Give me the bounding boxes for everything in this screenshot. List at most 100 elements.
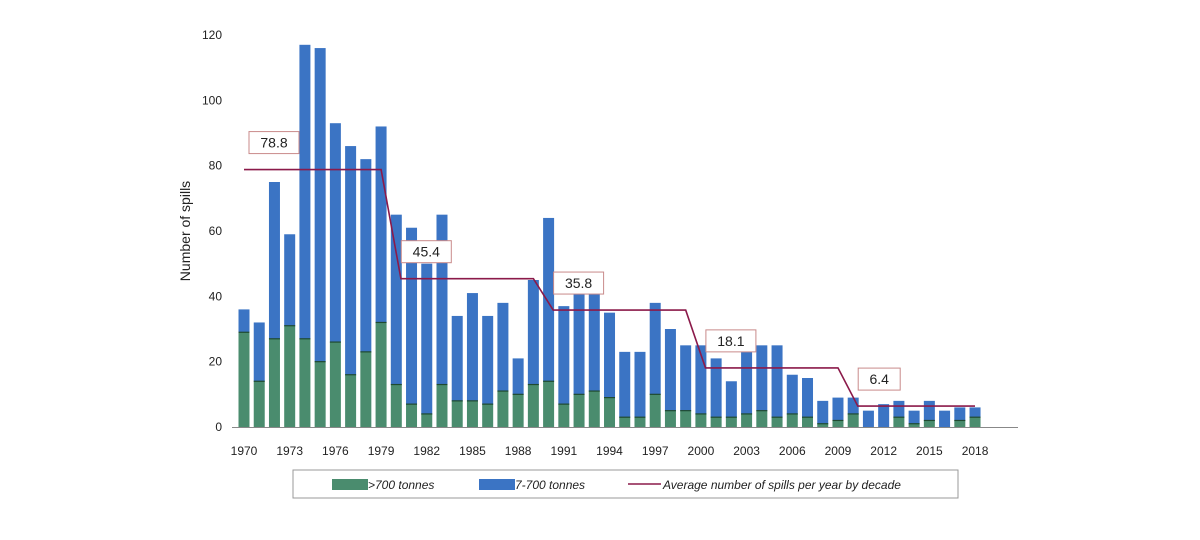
- x-tick-label: 1982: [413, 444, 440, 458]
- x-tick-label: 1976: [322, 444, 349, 458]
- bar-7-700-tonnes: [436, 214, 448, 385]
- bar-7-700-tonnes: [573, 293, 585, 395]
- bar-stack-1986: [482, 315, 494, 427]
- bar-stack-2011: [862, 410, 874, 427]
- legend-item: Average number of spills per year by dec…: [628, 478, 901, 492]
- bar-7-700-tonnes: [893, 400, 905, 418]
- bar-over-700-tonnes: [421, 413, 433, 427]
- bar-7-700-tonnes: [329, 123, 341, 343]
- bar-7-700-tonnes: [862, 410, 874, 427]
- x-axis: 1970 1973 1976 1979 1982 1985 1988 1991 1994 1997…: [231, 444, 989, 458]
- bar-7-700-tonnes: [466, 293, 478, 401]
- bar-stack-1998: [664, 329, 676, 427]
- x-tick-label: 2003: [733, 444, 760, 458]
- bar-7-700-tonnes: [268, 182, 280, 339]
- bar-over-700-tonnes: [360, 351, 372, 427]
- bar-over-700-tonnes: [268, 338, 280, 427]
- bar-stack-1982: [421, 263, 433, 427]
- bar-stack-2000: [695, 345, 707, 427]
- bar-stack-1984: [451, 315, 463, 427]
- bar-stack-2017: [954, 407, 966, 427]
- bar-7-700-tonnes: [756, 345, 768, 411]
- y-axis: 0 20 40 60 80 100 120: [202, 28, 222, 434]
- bar-7-700-tonnes: [634, 351, 646, 418]
- average-label-box: [400, 240, 452, 264]
- bar-over-700-tonnes: [345, 374, 357, 427]
- bar-stack-2010: [847, 397, 859, 427]
- average-label-35.8: 35.8: [553, 271, 605, 295]
- bar-over-700-tonnes: [604, 397, 616, 427]
- bar-7-700-tonnes: [512, 358, 524, 395]
- bar-stack-2018: [969, 407, 981, 427]
- x-tick-label: 2015: [916, 444, 943, 458]
- bar-stack-2009: [832, 397, 844, 427]
- bar-7-700-tonnes: [360, 159, 372, 352]
- bar-stack-1975: [314, 48, 326, 427]
- bar-over-700-tonnes: [969, 417, 981, 427]
- bar-stack-1974: [299, 44, 311, 427]
- x-tick-label: 2000: [688, 444, 715, 458]
- x-tick-label: 2009: [825, 444, 852, 458]
- x-tick-label: 1979: [368, 444, 395, 458]
- bar-stack-1996: [634, 351, 646, 427]
- bar-over-700-tonnes: [634, 417, 646, 427]
- bar-over-700-tonnes: [436, 384, 448, 427]
- bar-7-700-tonnes: [939, 410, 951, 427]
- bar-7-700-tonnes: [284, 234, 296, 326]
- bar-over-700-tonnes: [390, 384, 402, 427]
- bar-over-700-tonnes: [527, 384, 539, 427]
- legend: >700 tonnes 7-700 tonnes Average number of…: [292, 469, 959, 499]
- decade-average-labels: 78.8 45.4 35.8 18.1 6.4: [248, 131, 901, 391]
- bar-over-700-tonnes: [558, 404, 570, 427]
- bar-7-700-tonnes: [725, 381, 737, 418]
- y-tick-label: 100: [202, 93, 222, 107]
- bar-over-700-tonnes: [512, 394, 524, 427]
- average-label-45.4: 45.4: [400, 240, 452, 264]
- y-tick-label: 40: [209, 289, 223, 303]
- x-tick-label: 2012: [870, 444, 897, 458]
- x-tick-label: 1988: [505, 444, 532, 458]
- y-tick-label: 120: [202, 28, 222, 42]
- bar-7-700-tonnes: [923, 400, 935, 421]
- bar-over-700-tonnes: [466, 400, 478, 427]
- decade-average-polyline: [244, 168, 975, 407]
- bar-over-700-tonnes: [802, 417, 814, 427]
- bar-7-700-tonnes: [406, 227, 418, 405]
- bar-stack-2015: [923, 400, 935, 427]
- bar-7-700-tonnes: [710, 358, 722, 418]
- bar-7-700-tonnes: [619, 351, 631, 418]
- bar-over-700-tonnes: [649, 394, 661, 427]
- bar-over-700-tonnes: [253, 381, 265, 427]
- average-label-6.4: 6.4: [857, 367, 901, 391]
- y-tick-label: 80: [209, 159, 223, 173]
- bar-stack-2002: [725, 381, 737, 427]
- bar-7-700-tonnes: [238, 309, 250, 333]
- average-label-text: 18.1: [717, 333, 744, 349]
- x-tick-label: 1991: [550, 444, 577, 458]
- decade-average-line: [244, 168, 975, 407]
- y-tick-label: 0: [215, 420, 222, 434]
- bar-7-700-tonnes: [847, 397, 859, 414]
- bar-stack-2007: [802, 378, 814, 427]
- bar-7-700-tonnes: [771, 345, 783, 418]
- bar-over-700-tonnes: [314, 361, 326, 427]
- average-label-text: 45.4: [413, 244, 440, 260]
- y-tick-label: 60: [209, 224, 223, 238]
- bar-stack-2012: [878, 404, 890, 427]
- bar-7-700-tonnes: [527, 280, 539, 385]
- bar-over-700-tonnes: [619, 417, 631, 427]
- bar-over-700-tonnes: [756, 410, 768, 427]
- average-label-box: [553, 271, 605, 295]
- bar-over-700-tonnes: [299, 338, 311, 427]
- bar-over-700-tonnes: [741, 413, 753, 427]
- y-axis-label: Number of spills: [177, 181, 193, 281]
- average-label-box: [705, 329, 757, 353]
- bar-stack-1997: [649, 302, 661, 427]
- bar-stack-1985: [466, 293, 478, 427]
- average-label-18.1: 18.1: [705, 329, 757, 353]
- bar-stack-1999: [680, 345, 692, 427]
- bar-7-700-tonnes: [741, 351, 753, 414]
- bar-stack-1970: [238, 309, 250, 427]
- bar-stack-1981: [406, 227, 418, 427]
- average-label-78.8: 78.8: [248, 131, 300, 155]
